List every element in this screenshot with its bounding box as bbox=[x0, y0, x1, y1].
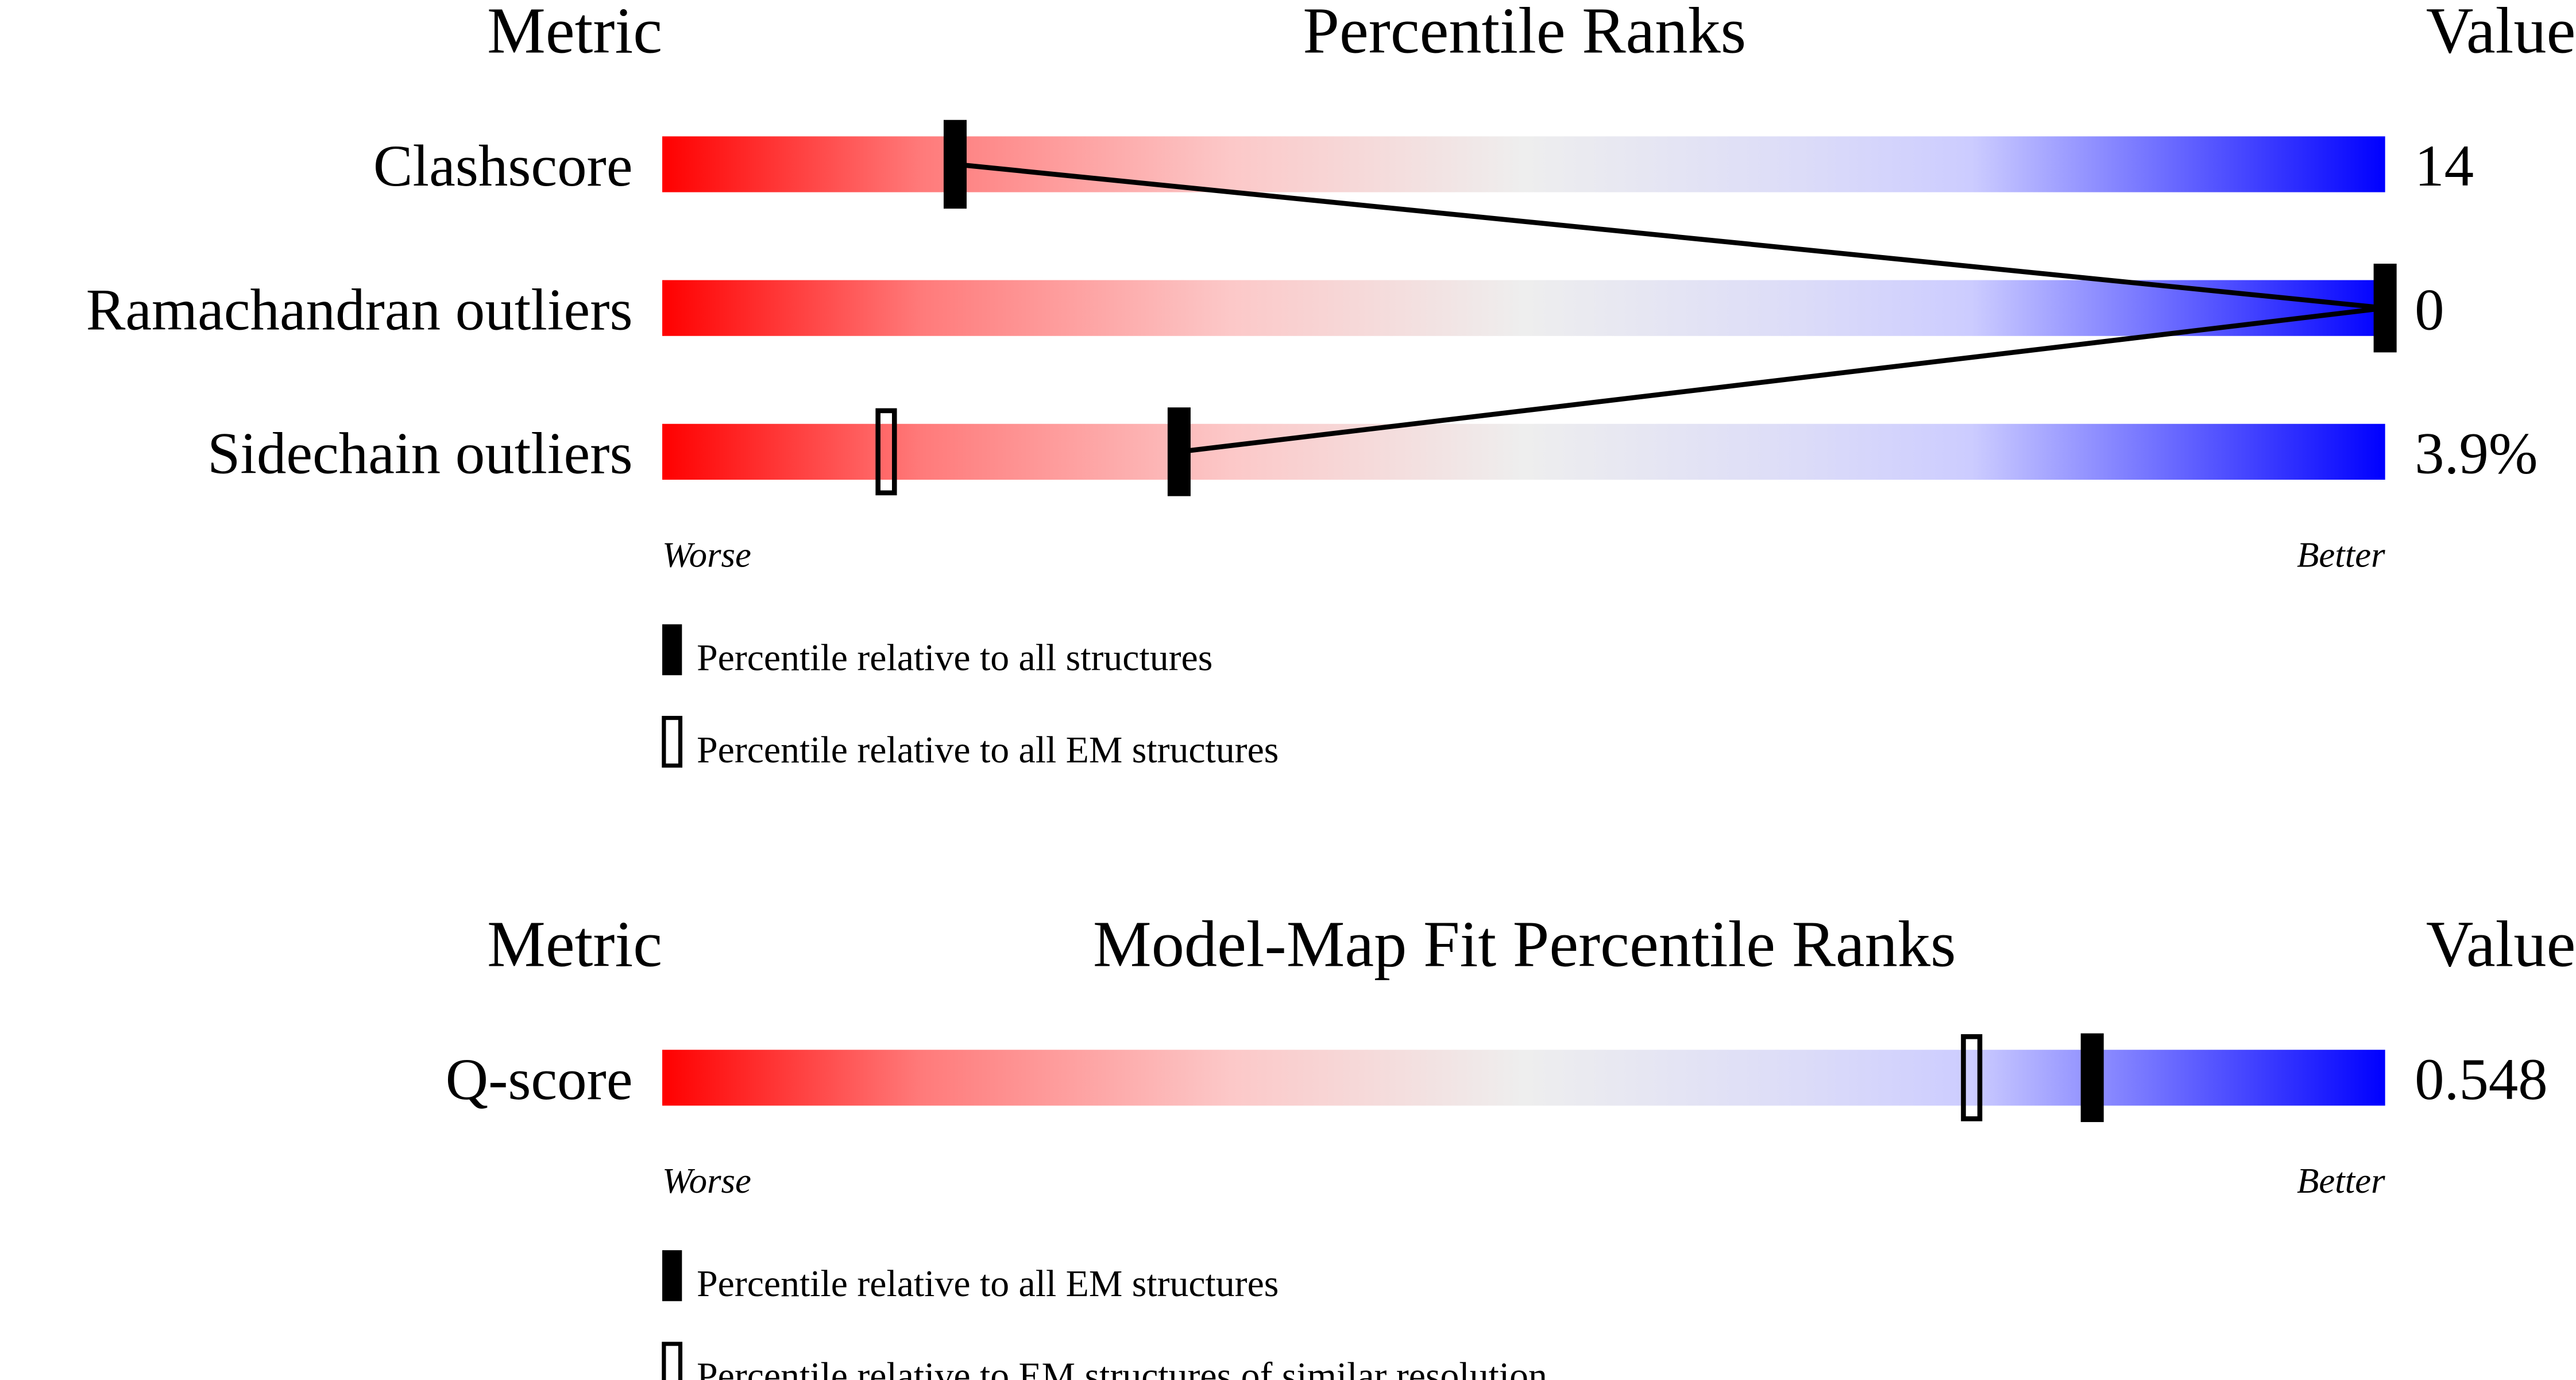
metric-name: Q-score bbox=[446, 1047, 633, 1112]
legend-swatch bbox=[662, 1250, 682, 1301]
legend-swatch bbox=[662, 716, 683, 768]
legend-label: Percentile relative to all structures bbox=[697, 637, 1212, 679]
metric-name: Clashscore bbox=[373, 133, 633, 199]
filled-marker bbox=[2373, 263, 2397, 353]
legend-label: Percentile relative to EM structures of … bbox=[697, 1355, 1547, 1380]
hollow-marker bbox=[1961, 1034, 1983, 1121]
hollow-marker bbox=[875, 408, 897, 496]
slider-bar bbox=[662, 136, 2385, 192]
legend-label: Percentile relative to all EM structures bbox=[697, 1263, 1279, 1305]
filled-marker bbox=[2080, 1033, 2104, 1123]
better-label: Better bbox=[2297, 535, 2385, 575]
worse-label: Worse bbox=[662, 535, 751, 575]
metric-header: Metric bbox=[487, 907, 662, 980]
chart-title: Model-Map Fit Percentile Ranks bbox=[1093, 907, 1956, 980]
metric-value: 3.9% bbox=[2415, 421, 2538, 487]
metric-value: 14 bbox=[2415, 133, 2474, 199]
legend-label: Percentile relative to all EM structures bbox=[697, 729, 1279, 771]
slider-bar bbox=[662, 280, 2385, 336]
metric-value: 0 bbox=[2415, 277, 2444, 342]
legend-swatch bbox=[662, 624, 682, 676]
better-label: Better bbox=[2297, 1161, 2385, 1201]
worse-label: Worse bbox=[662, 1161, 751, 1201]
filled-marker bbox=[943, 120, 967, 209]
chart-title: Percentile Ranks bbox=[1303, 0, 1746, 67]
legend-swatch bbox=[662, 1342, 683, 1380]
value-header: Value bbox=[2426, 0, 2575, 67]
slider-bar bbox=[662, 423, 2385, 480]
metric-header: Metric bbox=[487, 0, 662, 67]
filled-marker bbox=[1167, 407, 1191, 496]
slider-bar bbox=[662, 1050, 2385, 1106]
metric-value: 0.548 bbox=[2415, 1047, 2548, 1112]
value-header: Value bbox=[2426, 907, 2575, 980]
metric-name: Ramachandran outliers bbox=[86, 277, 633, 342]
metric-name: Sidechain outliers bbox=[207, 421, 632, 487]
